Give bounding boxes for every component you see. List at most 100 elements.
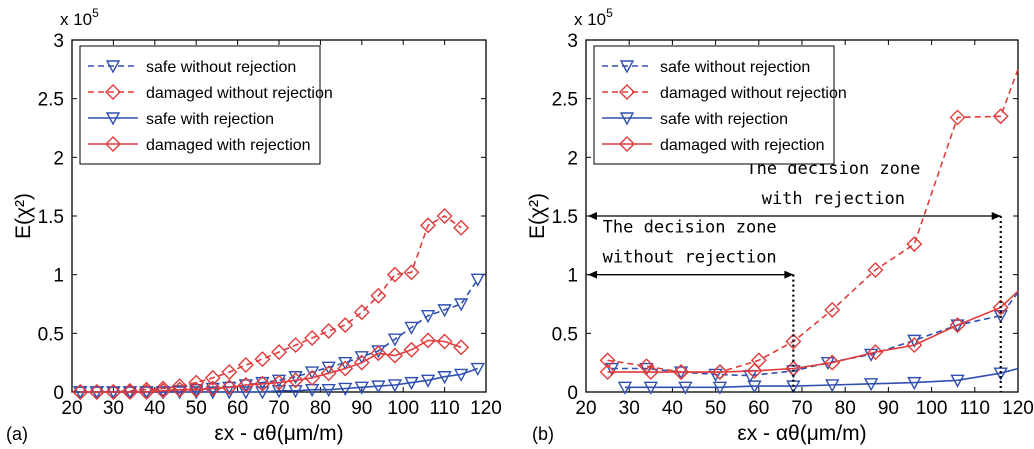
diamond-marker bbox=[453, 219, 470, 236]
diamond-marker bbox=[370, 287, 387, 304]
y-tick-label: 2.5 bbox=[38, 90, 64, 111]
triangle-marker bbox=[387, 333, 403, 347]
legend-label: safe with rejection bbox=[660, 111, 788, 128]
series-line bbox=[611, 291, 1019, 377]
diamond-marker bbox=[155, 382, 172, 399]
triangle-marker bbox=[617, 381, 633, 395]
diamond-marker bbox=[599, 364, 616, 381]
triangle-marker bbox=[437, 304, 452, 318]
diamond-marker bbox=[254, 351, 271, 368]
x-tick-label: 30 bbox=[619, 398, 640, 419]
diamond-marker bbox=[436, 333, 453, 350]
diamond-marker bbox=[386, 347, 403, 364]
legend-label: safe without rejection bbox=[660, 59, 810, 76]
y-tick-label: 0 bbox=[53, 383, 64, 404]
triangle-marker bbox=[619, 112, 635, 126]
triangle-marker bbox=[863, 378, 879, 392]
y-tick-label: 1.5 bbox=[552, 207, 578, 228]
triangle-marker bbox=[321, 361, 336, 375]
diamond-marker bbox=[599, 352, 616, 369]
triangle-marker bbox=[105, 112, 121, 126]
diamond-marker bbox=[271, 344, 287, 361]
diamond-marker bbox=[420, 217, 437, 234]
series-1 bbox=[599, 69, 1019, 381]
diamond-marker bbox=[337, 317, 354, 334]
triangle-marker bbox=[993, 310, 1008, 324]
series-3 bbox=[599, 290, 1019, 381]
triangle-marker bbox=[288, 385, 303, 399]
diamond-marker bbox=[824, 301, 841, 318]
x-tick-label: 40 bbox=[662, 398, 683, 419]
zone-label-line2: without rejection bbox=[603, 248, 777, 268]
triangle-marker bbox=[255, 386, 270, 400]
triangle-marker bbox=[189, 386, 204, 400]
diamond-marker bbox=[72, 384, 89, 400]
y-multiplier: x 105 bbox=[574, 6, 613, 29]
diamond-marker bbox=[237, 357, 254, 374]
legend-entry: safe without rejection bbox=[88, 59, 296, 76]
triangle-marker bbox=[619, 60, 635, 74]
zone-label-line1: The decision zone bbox=[603, 218, 777, 238]
y-tick-label: 2 bbox=[567, 148, 578, 169]
triangle-marker bbox=[338, 356, 353, 371]
diamond-marker bbox=[320, 365, 337, 382]
diamond-marker bbox=[221, 379, 238, 396]
triangle-marker bbox=[238, 386, 254, 400]
diamond-marker bbox=[304, 369, 321, 386]
triangle-marker bbox=[470, 362, 485, 376]
chart-panel-a: 20 30 40 50 60 70 80 90 100 110 120 0 0.5 1 1.5 2 2.5 3x … bbox=[6, 6, 502, 445]
legend-label: damaged with rejection bbox=[146, 137, 311, 154]
legend-label: damaged without rejection bbox=[146, 85, 333, 102]
panel-label: (a) bbox=[6, 424, 28, 444]
y-tick-label: 1 bbox=[53, 266, 64, 287]
series-line bbox=[80, 278, 479, 393]
diamond-marker bbox=[453, 339, 470, 356]
diamond-marker bbox=[370, 345, 387, 362]
y-tick-label: 2.5 bbox=[552, 90, 578, 111]
legend-label: damaged without rejection bbox=[660, 85, 847, 102]
y-tick-label: 3 bbox=[567, 31, 578, 52]
diamond-marker bbox=[949, 109, 966, 126]
diamond-marker bbox=[906, 236, 923, 253]
diamond-marker bbox=[638, 358, 655, 375]
diamond-marker bbox=[906, 337, 923, 354]
triangle-marker bbox=[338, 382, 353, 396]
x-tick-label: 20 bbox=[61, 398, 82, 419]
legend-entry: damaged with rejection bbox=[602, 136, 825, 154]
triangle-marker bbox=[993, 367, 1008, 381]
triangle-marker bbox=[321, 383, 336, 398]
x-tick-label: 110 bbox=[429, 398, 459, 419]
diamond-marker bbox=[353, 354, 370, 371]
diamond-marker bbox=[619, 84, 635, 100]
series-1 bbox=[72, 208, 470, 400]
diamond-marker bbox=[105, 136, 121, 152]
zone-arrow-head-right bbox=[784, 270, 794, 279]
x-tick-label: 120 bbox=[1002, 398, 1034, 419]
x-axis-label: εx - αθ(μm/m) bbox=[214, 422, 343, 445]
diamond-marker bbox=[403, 341, 420, 358]
panel-label: (b) bbox=[532, 424, 554, 444]
diamond-marker bbox=[824, 354, 841, 371]
triangle-marker bbox=[950, 374, 965, 388]
y-tick-label: 1 bbox=[567, 266, 578, 287]
x-tick-label: 100 bbox=[387, 398, 419, 419]
series-line bbox=[607, 290, 1019, 373]
legend-entry: safe without rejection bbox=[602, 59, 810, 76]
y-tick-label: 0.5 bbox=[552, 324, 578, 345]
triangle-marker bbox=[643, 381, 658, 395]
diamond-marker bbox=[320, 322, 337, 339]
triangle-marker bbox=[172, 386, 187, 400]
diamond-marker bbox=[642, 364, 659, 381]
y-tick-label: 2 bbox=[53, 148, 64, 169]
x-tick-label: 70 bbox=[268, 398, 289, 419]
legend-label: safe without rejection bbox=[146, 59, 296, 76]
x-tick-label: 80 bbox=[835, 398, 856, 419]
diamond-marker bbox=[204, 380, 221, 397]
diamond-marker bbox=[403, 264, 420, 281]
triangle-marker bbox=[712, 381, 728, 395]
legend-label: damaged with rejection bbox=[660, 137, 825, 154]
zone-arrow-head-left bbox=[588, 270, 597, 279]
triangle-marker bbox=[387, 379, 403, 393]
diamond-marker bbox=[992, 108, 1009, 125]
